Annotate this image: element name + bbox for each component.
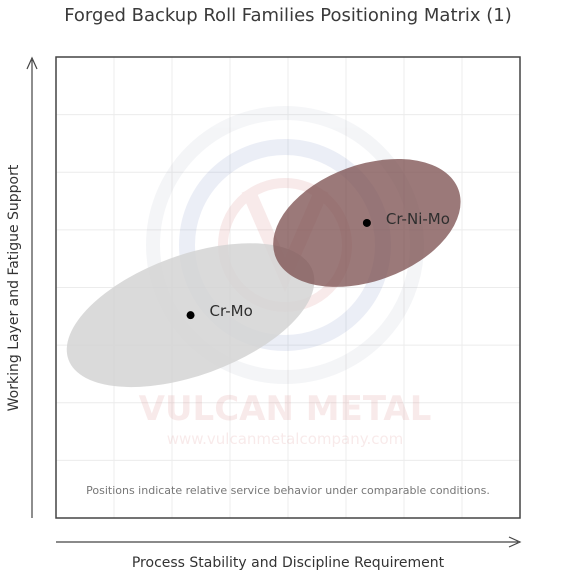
y-axis-label: Working Layer and Fatigue Support <box>6 164 22 411</box>
watermark-logo: VULCAN METAL www.vulcanmetalcompany.com <box>139 106 432 448</box>
point-label-cr-mo: Cr-Mo <box>210 302 253 320</box>
chart-note: Positions indicate relative service beha… <box>86 484 490 497</box>
watermark-brand: VULCAN METAL <box>139 389 432 429</box>
chart-title: Forged Backup Roll Families Positioning … <box>64 5 512 26</box>
point-cr-mo <box>186 311 195 320</box>
plot-frame <box>55 56 521 519</box>
point-cr-ni-mo <box>362 218 371 227</box>
x-axis-arrowhead <box>508 536 522 548</box>
x-axis-label: Process Stability and Discipline Require… <box>132 555 445 571</box>
point-label-cr-ni-mo: Cr-Ni-Mo <box>386 210 450 228</box>
series-marks: Cr-Mo Cr-Ni-Mo <box>66 159 461 388</box>
watermark-url: www.vulcanmetalcompany.com <box>167 430 404 448</box>
y-axis-arrowhead <box>26 56 38 70</box>
